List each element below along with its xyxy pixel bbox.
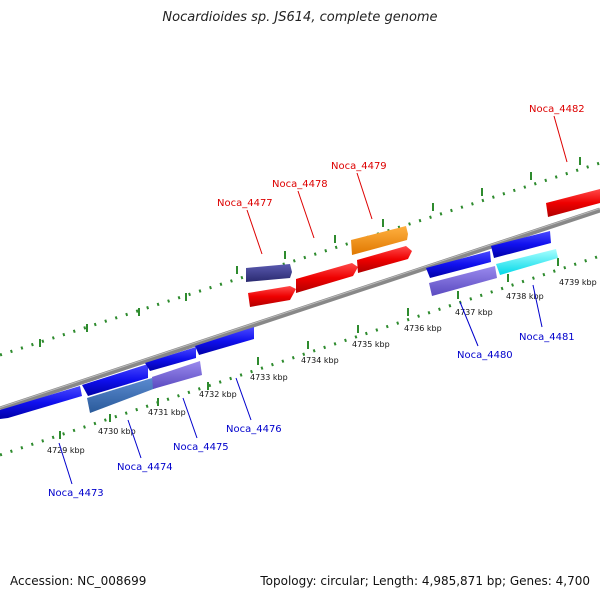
gene-noca-4479-arrow[interactable] — [351, 226, 408, 255]
gene-blue-6[interactable] — [491, 231, 551, 258]
gene-purple-2[interactable] — [429, 266, 497, 296]
genome-summary-text: Topology: circular; Length: 4,985,871 bp… — [260, 574, 590, 588]
gene-noca-4473-arrow[interactable] — [82, 364, 148, 396]
gene-label-noca-4477[interactable]: Noca_4477 — [217, 198, 273, 209]
accession-text: Accession: NC_008699 — [10, 574, 147, 588]
gene-label-noca-4473[interactable]: Noca_4473 — [48, 488, 104, 499]
gene-red-1[interactable] — [248, 286, 296, 307]
gene-label-noca-4475[interactable]: Noca_4475 — [173, 442, 229, 453]
gene-noca-4482-arrow[interactable] — [546, 189, 600, 217]
gene-label-noca-4474[interactable]: Noca_4474 — [117, 462, 173, 473]
genome-backbone-highlight — [0, 208, 600, 408]
scale-label-4730: 4730 kbp — [98, 427, 136, 436]
scale-label-4733: 4733 kbp — [250, 373, 288, 382]
leader-lines-upper — [246, 115, 568, 255]
leader-lines-lower — [58, 284, 543, 485]
gene-noca-4478-arrow[interactable] — [296, 263, 358, 293]
scale-label-4737: 4737 kbp — [455, 308, 493, 317]
gene-label-noca-4481[interactable]: Noca_4481 — [519, 332, 575, 343]
gene-label-noca-4480[interactable]: Noca_4480 — [457, 350, 513, 361]
gene-blue-1[interactable] — [0, 386, 82, 419]
tick-track-upper — [0, 161, 600, 357]
gene-blue-4[interactable] — [195, 327, 254, 355]
scale-label-4736: 4736 kbp — [404, 324, 442, 333]
scale-label-4731: 4731 kbp — [148, 408, 186, 417]
major-ticks-lower — [59, 258, 559, 439]
gene-noca-4475-arrow[interactable] — [152, 361, 202, 389]
scale-label-4738: 4738 kbp — [506, 292, 544, 301]
gene-label-noca-4476[interactable]: Noca_4476 — [226, 424, 282, 435]
gene-label-noca-4478[interactable]: Noca_4478 — [272, 179, 328, 190]
gene-noca-4480-arrow[interactable] — [426, 251, 491, 278]
reverse-strand-features — [0, 231, 558, 419]
scale-label-4734: 4734 kbp — [301, 356, 339, 365]
gene-red-2[interactable] — [357, 246, 412, 273]
gene-label-noca-4482[interactable]: Noca_4482 — [529, 104, 585, 115]
forward-strand-features — [246, 189, 600, 307]
scale-label-4739: 4739 kbp — [559, 278, 597, 287]
gene-noca-4474-arrow[interactable] — [87, 378, 156, 413]
gene-noca-4477-arrow[interactable] — [246, 264, 292, 282]
major-ticks-upper — [39, 157, 581, 347]
map-title: Nocardioides sp. JS614, complete genome — [162, 10, 438, 25]
scale-label-4732: 4732 kbp — [199, 390, 237, 399]
scale-label-4735: 4735 kbp — [352, 340, 390, 349]
scale-label-4729: 4729 kbp — [47, 446, 85, 455]
genome-backbone — [0, 207, 600, 412]
gene-label-noca-4479[interactable]: Noca_4479 — [331, 161, 387, 172]
gene-blue-3[interactable] — [145, 347, 196, 371]
gene-noca-4481-arrow[interactable] — [496, 249, 558, 275]
